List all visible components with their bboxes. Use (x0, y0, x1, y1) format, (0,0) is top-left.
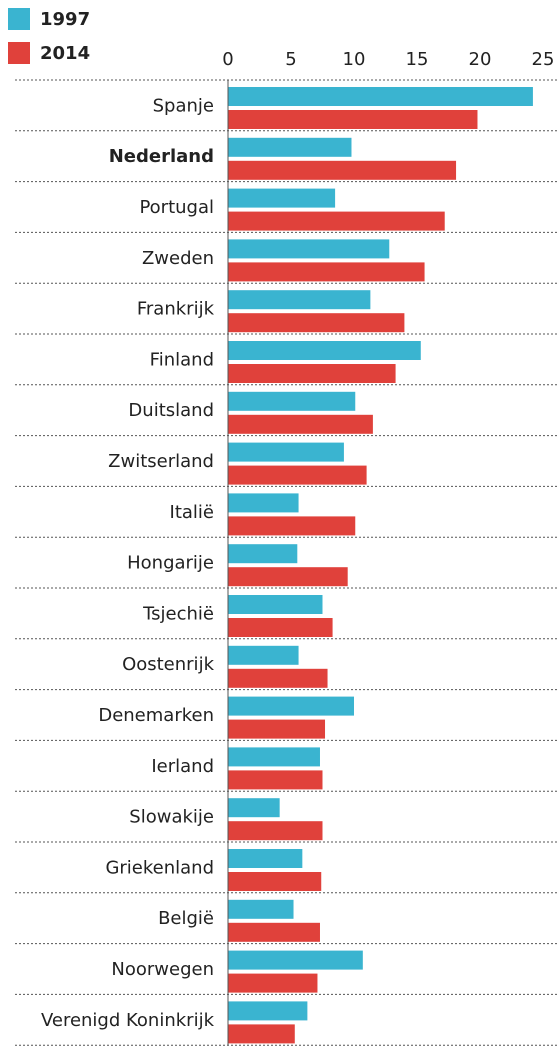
bar (228, 137, 352, 157)
category-label: Ierland (151, 756, 214, 777)
bar (228, 544, 298, 564)
bar (228, 313, 405, 333)
category-label: België (158, 908, 214, 929)
category-label: Duitsland (128, 400, 214, 421)
bar (228, 618, 333, 637)
category-label: Portugal (139, 197, 214, 218)
bar (228, 696, 354, 716)
category-label: Noorwegen (111, 959, 214, 980)
x-tick-label: 25 (532, 49, 555, 70)
x-tick-label: 0 (222, 49, 233, 70)
bar (228, 922, 320, 942)
bar (228, 1024, 295, 1044)
x-tick-label: 10 (343, 49, 366, 70)
bar (228, 87, 533, 106)
category-label: Frankrijk (137, 299, 215, 320)
category-label: Zwitserland (108, 451, 214, 472)
x-tick-label: 15 (406, 49, 429, 70)
bar (228, 645, 299, 665)
category-label: Slowakije (129, 807, 214, 828)
bar (228, 668, 328, 688)
legend-swatch (8, 42, 30, 64)
category-label: Denemarken (98, 705, 214, 726)
bar (228, 567, 348, 587)
category-label: Hongarije (127, 553, 214, 574)
bar (228, 872, 322, 891)
bar (228, 290, 371, 310)
bar (228, 465, 367, 485)
bar (228, 160, 457, 180)
category-label: Nederland (109, 146, 214, 167)
bar (228, 595, 323, 614)
bar (228, 747, 320, 767)
category-label: Zweden (142, 248, 214, 269)
category-label: Tsjechië (142, 603, 214, 624)
x-tick-label: 5 (285, 49, 296, 70)
bar (228, 821, 323, 841)
bar (228, 719, 326, 739)
legend-label: 2014 (40, 43, 90, 64)
bar (228, 391, 356, 411)
bar (228, 798, 280, 818)
category-label: Oostenrijk (122, 654, 215, 675)
bar (228, 493, 299, 513)
category-label: Verenigd Koninkrijk (41, 1010, 215, 1031)
bar (228, 849, 303, 868)
bar (228, 516, 356, 536)
x-tick-label: 20 (469, 49, 492, 70)
bar (228, 341, 421, 360)
bar (228, 188, 336, 208)
legend-label: 1997 (40, 9, 90, 30)
category-label: Italië (170, 502, 214, 523)
bar (228, 414, 373, 434)
bar (228, 239, 390, 259)
bar (228, 110, 478, 129)
category-label: Spanje (153, 95, 214, 116)
bar (228, 770, 323, 790)
bar (228, 973, 318, 993)
bar (228, 442, 344, 462)
legend-swatch (8, 8, 30, 30)
bar (228, 1001, 308, 1021)
bar (228, 364, 396, 383)
category-label: Finland (150, 349, 214, 370)
bar (228, 211, 445, 231)
bar (228, 950, 363, 970)
bar (228, 899, 294, 919)
category-label: Griekenland (105, 857, 214, 878)
bar (228, 262, 425, 282)
